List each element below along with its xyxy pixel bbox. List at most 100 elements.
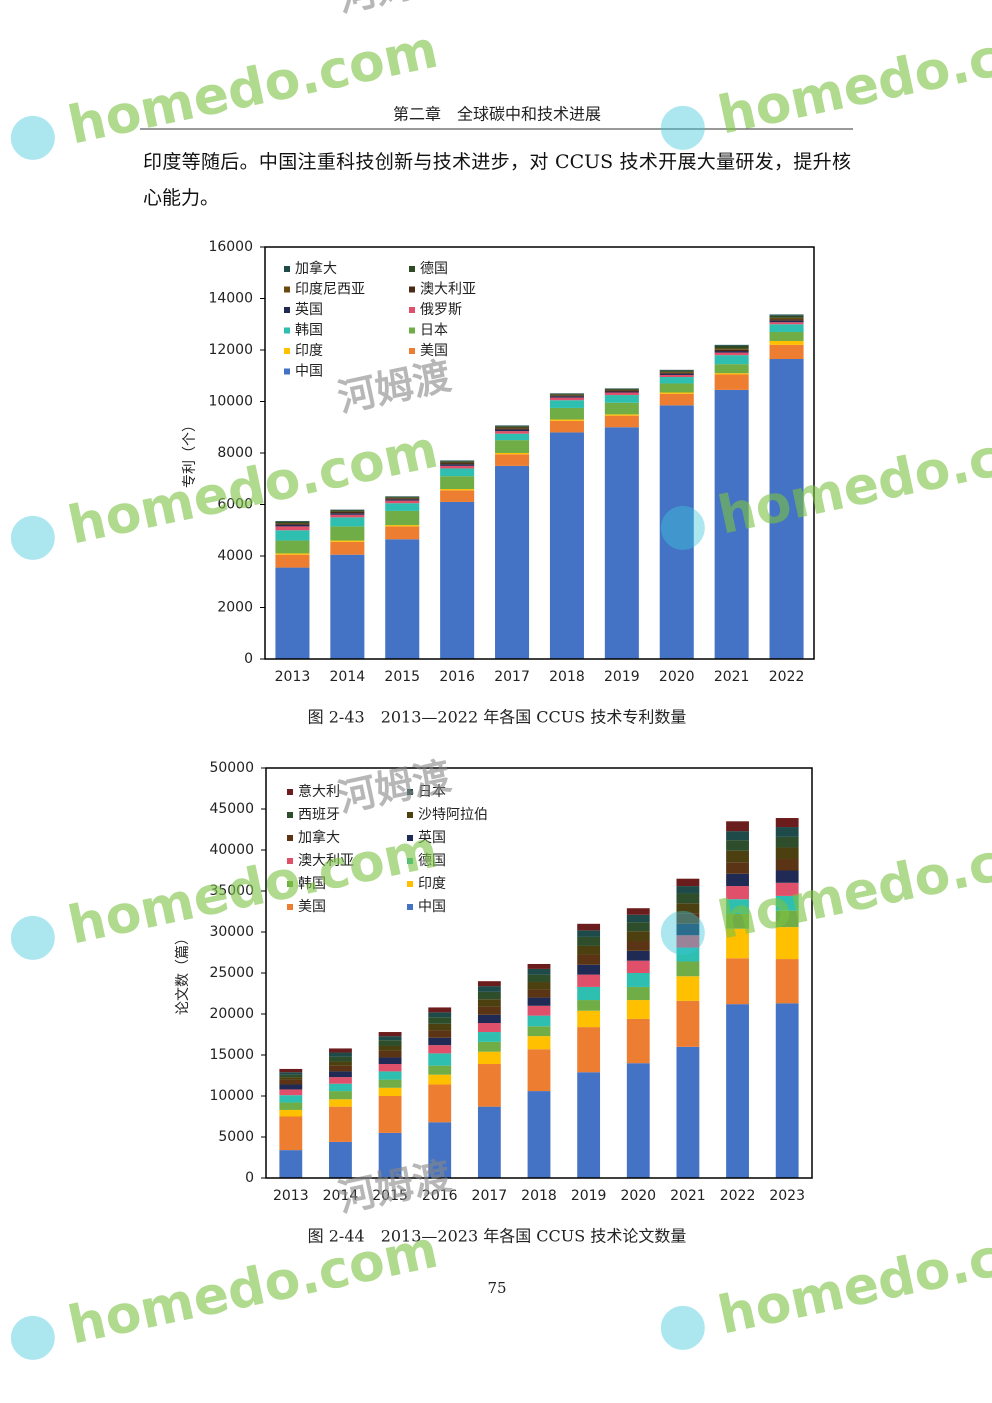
legend-label: 美国 — [420, 343, 448, 359]
bar-segment — [279, 1072, 303, 1075]
bar-segment — [330, 510, 365, 512]
bar-segment — [604, 402, 639, 415]
x-tick-label: 2018 — [549, 669, 585, 685]
x-tick-label: 2017 — [472, 1188, 508, 1204]
watermark-brand: homedo.com — [713, 10, 992, 147]
bar-segment — [279, 1089, 303, 1096]
y-tick-label: 40000 — [209, 842, 254, 858]
bar-segment — [549, 397, 584, 401]
legend-label: 沙特阿拉伯 — [418, 807, 488, 823]
bar-segment — [329, 1056, 352, 1062]
bar-segment — [549, 419, 584, 421]
bar-segment — [577, 1027, 601, 1073]
bar-segment — [577, 1072, 601, 1178]
watermark: homedo.com — [660, 410, 992, 550]
bar-segment — [775, 818, 799, 828]
bar-segment — [428, 1017, 452, 1024]
bar-segment — [769, 314, 804, 316]
bar-segment — [378, 1096, 402, 1133]
bar-segment — [659, 377, 694, 384]
watermark-brand: homedo.com — [713, 815, 992, 952]
bar-segment — [659, 370, 694, 372]
bar-segment — [495, 428, 530, 430]
bar-segment — [626, 986, 650, 1001]
bar-segment — [440, 460, 475, 462]
bar-segment — [549, 432, 584, 659]
y-tick-label: 2000 — [217, 600, 253, 616]
legend-swatch — [407, 881, 413, 887]
bar-segment — [330, 513, 365, 515]
bar-segment — [275, 526, 310, 531]
legend-swatch — [409, 348, 415, 354]
bar-segment — [385, 496, 420, 497]
bar-segment — [775, 882, 799, 896]
bar-segment — [378, 1079, 402, 1088]
bar-segment — [378, 1132, 402, 1178]
y-tick-label: 4000 — [217, 548, 253, 564]
legend-swatch — [287, 812, 293, 818]
bar-segment — [440, 461, 475, 463]
bar-segment — [330, 511, 365, 514]
watermark-brand: homedo.com — [63, 1220, 443, 1357]
bar-segment — [428, 1122, 452, 1178]
bar-segment — [477, 986, 501, 992]
x-tick-label: 2019 — [571, 1188, 607, 1204]
watermark-brand: homedo.com — [63, 20, 443, 157]
x-tick-label: 2022 — [720, 1188, 756, 1204]
bar-segment — [495, 465, 530, 659]
bar-segment — [775, 959, 799, 1004]
bar-segment — [769, 319, 804, 321]
bar-segment — [527, 1015, 551, 1027]
bar-segment — [626, 1000, 650, 1019]
bar-segment — [604, 390, 639, 392]
bar-segment — [659, 383, 694, 393]
bar-segment — [527, 1036, 551, 1050]
bar-segment — [279, 1077, 303, 1080]
bar-segment — [676, 923, 700, 936]
bar-segment — [726, 958, 749, 1005]
bar-segment — [330, 517, 365, 527]
bar-segment — [385, 500, 420, 504]
bar-segment — [378, 1045, 402, 1051]
bar-segment — [769, 317, 804, 320]
bar-segment — [275, 540, 310, 554]
bar-segment — [714, 345, 749, 349]
bar-segment — [275, 523, 310, 525]
bar-segment — [329, 1061, 352, 1066]
legend-label: 西班牙 — [298, 807, 340, 823]
bar-segment — [495, 433, 530, 441]
legend-swatch — [409, 286, 415, 293]
bar-segment — [549, 396, 584, 398]
bar-segment — [659, 393, 694, 406]
bar-segment — [279, 1084, 303, 1090]
bar-segment — [527, 968, 551, 975]
bar-segment — [330, 554, 365, 659]
bar-segment — [769, 359, 804, 659]
bar-segment — [428, 1012, 452, 1018]
bar-segment — [378, 1050, 402, 1058]
y-tick-label: 10000 — [208, 394, 253, 410]
bar-segment — [726, 899, 749, 914]
bar-segment — [659, 405, 694, 659]
bar-segment — [714, 373, 749, 375]
bar-segment — [378, 1032, 402, 1037]
bar-segment — [279, 1074, 303, 1078]
bar-segment — [385, 497, 420, 499]
bar-segment — [714, 349, 749, 352]
bar-segment — [477, 1051, 501, 1065]
bar-segment — [604, 414, 639, 416]
bar-segment — [378, 1057, 402, 1065]
bar-segment — [330, 541, 365, 555]
legend-swatch — [287, 858, 293, 864]
bar-segment — [329, 1141, 352, 1178]
x-tick-label: 2023 — [769, 1188, 805, 1204]
bar-segment — [626, 1018, 650, 1064]
bar-segment — [769, 320, 804, 323]
bar-segment — [495, 427, 530, 429]
bar-segment — [626, 973, 650, 987]
bar-segment — [440, 489, 475, 491]
bar-segment — [527, 963, 551, 969]
legend-label: 澳大利亚 — [298, 853, 354, 869]
watermark-logo — [660, 1305, 705, 1350]
